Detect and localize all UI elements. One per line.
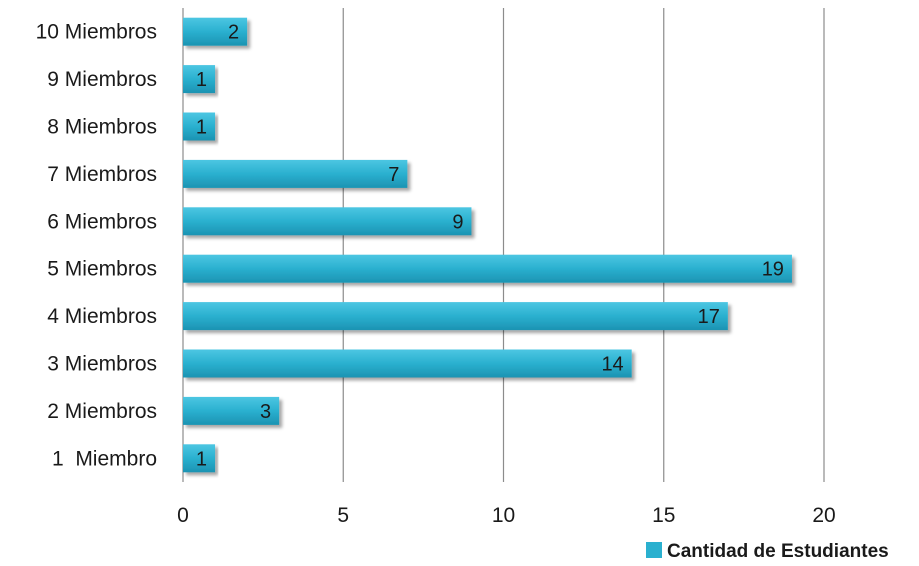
x-tick-label-0: 0 [177,504,189,527]
category-label-6: 6 Miembros [47,210,157,233]
category-label-2: 2 Miembros [47,400,157,423]
gridlines [342,8,825,482]
data-label-9: 1 [196,69,207,91]
bar-6 [183,207,472,236]
category-label-3: 3 Miembros [47,353,157,376]
bar-9 [183,65,216,94]
category-label-4: 4 Miembros [47,305,157,328]
category-label-9: 9 Miembros [47,68,157,91]
data-label-2: 3 [260,401,271,423]
category-label-5: 5 Miembros [47,258,157,281]
bar-7 [183,159,408,188]
data-label-4: 17 [698,306,720,328]
bar-10 [183,17,248,46]
legend-label-cantidad-de-estudiantes: Cantidad de Estudiantes [667,541,889,562]
bar-4 [183,302,728,331]
bar-8 [183,112,216,141]
x-tick-label-15: 15 [652,504,675,527]
x-tick-label-20: 20 [812,504,835,527]
data-label-7: 7 [388,164,399,186]
data-label-6: 9 [452,211,463,233]
data-label-3: 14 [601,354,623,376]
bar-3 [183,349,632,378]
bar-2 [183,396,280,425]
legend: Cantidad de Estudiantes [646,541,889,562]
labels: 0 5 10 15 20 1 1 Miembro 3 2 Miembros 14 3 Miembro… [36,21,836,527]
data-label-8: 1 [196,117,207,139]
legend-swatch [646,542,662,558]
x-tick-label-10: 10 [492,504,515,527]
bar-5 [183,254,792,283]
category-label-10: 10 Miembros [36,21,157,44]
category-label-8: 8 Miembros [47,116,157,139]
data-label-1: 1 [196,448,207,470]
data-label-10: 2 [228,22,239,44]
data-label-5: 19 [762,259,784,281]
category-label-1: 1 Miembro [52,447,157,470]
bars [183,17,792,473]
x-tick-label-5: 5 [337,504,349,527]
bar-1 [183,444,216,473]
category-label-7: 7 Miembros [47,163,157,186]
